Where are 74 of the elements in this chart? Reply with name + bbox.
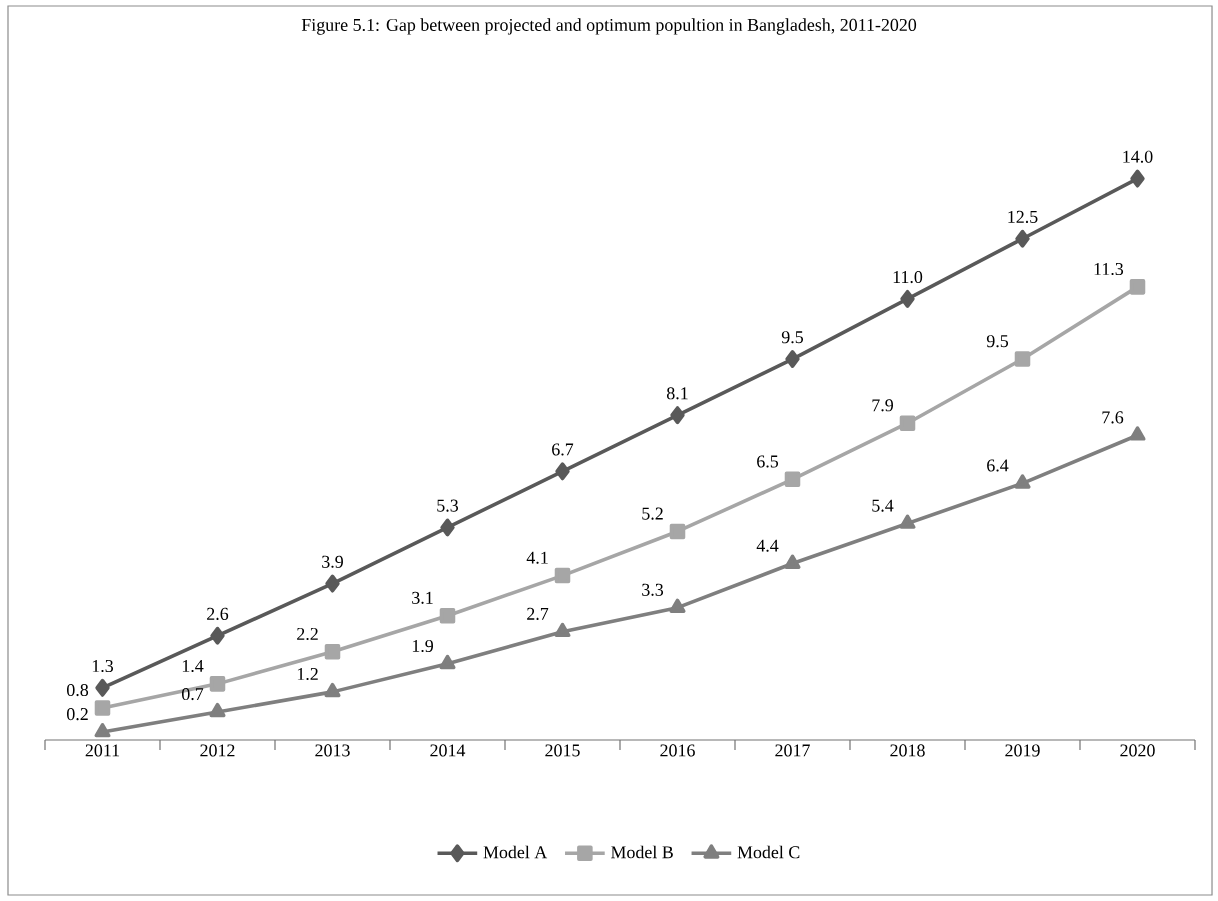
data-label: 9.5: [986, 335, 1009, 348]
point: [554, 622, 571, 638]
data-label: 7.6: [1102, 411, 1124, 424]
data-label: 4.1: [526, 551, 548, 564]
data-label: 2.7: [527, 607, 549, 620]
point: [1014, 351, 1031, 367]
legend-label: Model B: [611, 845, 673, 859]
point: [555, 462, 570, 481]
point: [784, 554, 801, 569]
point: [209, 702, 226, 718]
data-label: 1.2: [297, 667, 318, 681]
point: [1014, 474, 1031, 489]
chart-title: Figure 5.1: Gap between projected and optimum popultion in Bangladesh, 2011-2020: [301, 18, 917, 35]
data-label: 0.7: [182, 687, 204, 701]
data-label: 2.6: [207, 607, 229, 620]
x-tick-label: 2012: [200, 744, 235, 757]
data-label: 2.2: [297, 627, 318, 641]
point: [784, 471, 801, 488]
data-label: 3.3: [642, 583, 664, 596]
x-tick-label: 2014: [430, 744, 466, 757]
x-tick-label: 2020: [1120, 744, 1155, 757]
data-label: 0.8: [67, 683, 89, 697]
data-label: 1.3: [92, 659, 114, 673]
point: [899, 415, 916, 431]
data-label: 1.9: [412, 639, 433, 653]
data-label: 6.4: [987, 459, 1009, 472]
x-tick-label: 2019: [1005, 744, 1040, 757]
point: [439, 654, 456, 670]
data-label: 6.5: [757, 455, 779, 468]
data-label: 3.1: [412, 591, 433, 604]
point: [670, 406, 685, 425]
data-label: 9.5: [781, 331, 804, 344]
data-label: 5.4: [872, 499, 894, 512]
data-label: 0.2: [67, 708, 88, 721]
point: [669, 523, 686, 540]
data-label: 11.0: [893, 270, 923, 284]
point: [95, 678, 110, 697]
point: [1015, 229, 1030, 248]
legend-label: Model A: [483, 845, 548, 859]
data-label: 11.3: [1094, 262, 1124, 276]
point: [1129, 426, 1146, 441]
point: [440, 518, 455, 537]
x-tick-label: 2017: [775, 744, 810, 757]
point: [554, 567, 571, 584]
point: [94, 723, 111, 738]
x-tick-label: 2015: [545, 744, 580, 757]
point: [900, 289, 915, 308]
data-label: 5.2: [642, 507, 663, 520]
data-label: 6.7: [552, 443, 574, 456]
point: [785, 350, 800, 369]
point: [324, 682, 341, 698]
point: [899, 514, 916, 529]
point: [209, 676, 226, 692]
data-label: 12.5: [1008, 210, 1038, 223]
point: [210, 626, 225, 645]
point: [1130, 169, 1145, 188]
point: [324, 644, 341, 660]
data-label: 4.4: [756, 539, 779, 552]
point: [669, 598, 686, 614]
x-tick-label: 2013: [315, 744, 350, 757]
data-label: 8.1: [666, 387, 688, 400]
point: [325, 574, 340, 593]
x-tick-label: 2011: [85, 744, 120, 757]
data-label: 5.3: [437, 499, 459, 512]
legend-label: Model C: [737, 845, 800, 859]
data-label: 7.9: [872, 399, 893, 412]
point: [1129, 279, 1146, 295]
point: [439, 607, 456, 624]
x-tick-label: 2018: [890, 744, 925, 757]
data-label: 14.0: [1123, 150, 1153, 163]
data-label: 3.9: [322, 555, 343, 568]
data-label: 1.4: [182, 660, 204, 673]
x-tick-label: 2016: [660, 744, 695, 757]
point: [94, 700, 111, 716]
